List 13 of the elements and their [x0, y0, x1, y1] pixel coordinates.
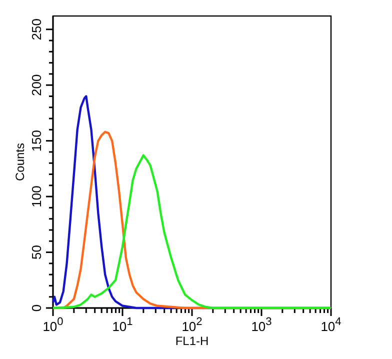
x-axis-title: FL1-H: [175, 334, 209, 348]
x-tick-label: 10$^{4}$: [320, 316, 342, 334]
y-tick-label: 200: [29, 74, 44, 96]
y-tick-label: 50: [29, 245, 44, 260]
y-tick-label: 100: [29, 186, 44, 208]
y-tick-label: 0: [29, 304, 44, 312]
y-tick-label: 150: [29, 130, 44, 152]
y-axis-title: Counts: [13, 142, 27, 182]
y-tick-label: 250: [29, 18, 44, 40]
x-tick-label: 10$^{1}$: [112, 316, 133, 334]
x-tick-label: 10$^{3}$: [251, 316, 272, 334]
x-tick-label: 10$^{2}$: [182, 316, 202, 334]
x-tick-label: 10$^{0}$: [42, 316, 64, 334]
